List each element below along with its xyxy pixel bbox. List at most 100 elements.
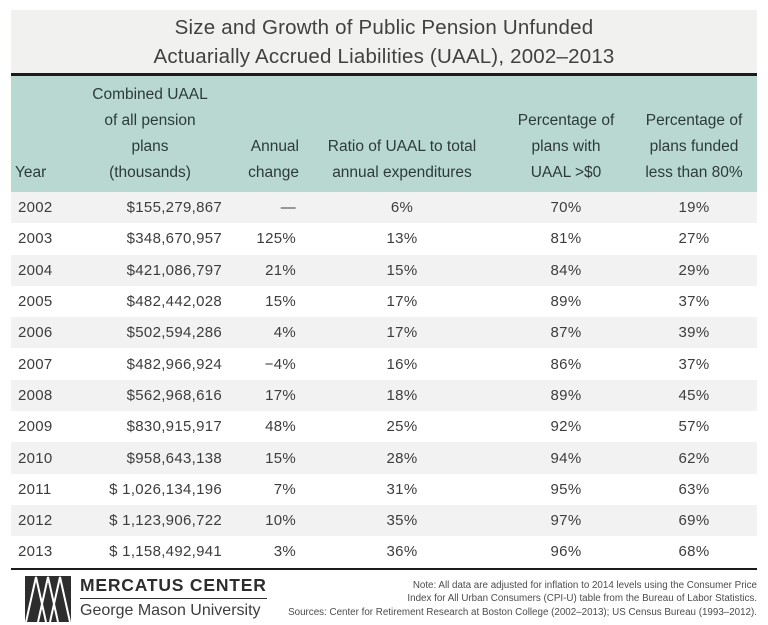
table-cell-ratio: 28% — [386, 449, 418, 467]
table-cell-ratio: 6% — [390, 199, 414, 217]
table-cell-ratio: 17% — [386, 293, 418, 311]
table-cell-combined-uaal: $830,915,917 — [126, 418, 222, 436]
table-cell-combined-uaal: $155,279,867 — [126, 199, 222, 217]
table-cell-pct-uaal-gt0: 70% — [550, 199, 582, 217]
table-cell-year: 2004 — [18, 261, 53, 279]
table-body: 2002 $155,279,867 — 6% 70% 19% 2003 $348,670,95… — [11, 192, 757, 569]
table-row: 2007 $482,966,924 −4% 16% 86% 37% — [11, 348, 757, 380]
table-cell-pct-uaal-gt0: 94% — [550, 449, 582, 467]
table-cell-ratio: 13% — [386, 230, 418, 248]
table-cell-pct-uaal-gt0: 96% — [550, 543, 582, 561]
table-cell-annual-change: 7% — [273, 480, 296, 498]
table-row: 2010 $958,643,138 15% 28% 94% 62% — [11, 442, 757, 474]
table-title: Size and Growth of Public Pension Unfund… — [153, 16, 615, 68]
table-cell-annual-change: 15% — [265, 293, 296, 311]
pension-uaal-table: Year Combined UAAL of all pension plans … — [11, 76, 757, 570]
table-cell-combined-uaal: $348,670,957 — [126, 230, 222, 248]
table-cell-pct-funded-lt80: 45% — [678, 386, 710, 404]
table-header: Year Combined UAAL of all pension plans … — [11, 76, 757, 192]
table-cell-pct-uaal-gt0: 92% — [550, 418, 582, 436]
table-cell-year: 2013 — [18, 543, 53, 561]
page: Size and Growth of Public Pension Unfund… — [11, 0, 757, 622]
table-cell-pct-uaal-gt0: 86% — [550, 355, 582, 373]
table-cell-pct-uaal-gt0: 84% — [550, 261, 582, 279]
table-cell-pct-uaal-gt0: 97% — [550, 512, 582, 530]
table-cell-pct-funded-lt80: 37% — [678, 293, 710, 311]
table-cell-annual-change: 17% — [265, 386, 296, 404]
table-cell-annual-change: 125% — [256, 230, 296, 248]
column-header-annual-change: Annual change — [229, 76, 303, 192]
table-cell-ratio: 16% — [386, 355, 418, 373]
column-header-pct-uaal-gt0: Percentage of plans with UAAL >$0 — [501, 76, 631, 192]
table-row: 2005 $482,442,028 15% 17% 89% 37% — [11, 285, 757, 318]
table-cell-annual-change: −4% — [264, 355, 296, 373]
note-and-sources: Note: All data are adjusted for inflatio… — [288, 579, 757, 618]
table-cell-pct-funded-lt80: 29% — [678, 261, 710, 279]
table-row: 2008 $562,968,616 17% 18% 89% 45% — [11, 379, 757, 412]
table-row: 2013 $ 1,158,492,941 3% 36% 96% 68% — [11, 536, 757, 569]
footer: MERCATUS CENTER George Mason University … — [11, 575, 757, 622]
table-cell-pct-funded-lt80: 19% — [678, 199, 710, 217]
table-cell-annual-change: — — [280, 199, 296, 217]
table-cell-year: 2007 — [18, 355, 53, 373]
table-cell-ratio: 17% — [386, 324, 418, 342]
table-cell-year: 2009 — [18, 418, 53, 436]
table-cell-ratio: 15% — [386, 261, 418, 279]
table-row: 2003 $348,670,957 125% 13% 81% 27% — [11, 223, 757, 255]
table-cell-pct-funded-lt80: 62% — [678, 449, 710, 467]
table-cell-ratio: 31% — [386, 480, 418, 498]
table-row: 2012 $ 1,123,906,722 10% 35% 97% 69% — [11, 504, 757, 537]
table-cell-pct-funded-lt80: 69% — [678, 512, 710, 530]
table-cell-combined-uaal: $482,442,028 — [126, 293, 222, 311]
mercatus-logo-text: MERCATUS CENTER George Mason University — [80, 575, 267, 620]
table-cell-year: 2006 — [18, 324, 53, 342]
column-header-combined-uaal: Combined UAAL of all pension plans (thou… — [71, 76, 229, 192]
logo-org-name: MERCATUS CENTER — [80, 575, 267, 599]
table-cell-ratio: 36% — [386, 543, 418, 561]
table-cell-year: 2012 — [18, 512, 53, 530]
table-cell-combined-uaal: $502,594,286 — [126, 324, 222, 342]
table-row: 2004 $421,086,797 21% 15% 84% 29% — [11, 254, 757, 286]
table-cell-annual-change: 3% — [273, 543, 296, 561]
column-header-pct-funded-lt80: Percentage of plans funded less than 80% — [631, 76, 757, 192]
table-cell-combined-uaal: $ 1,026,134,196 — [109, 480, 222, 498]
table-row: 2009 $830,915,917 48% 25% 92% 57% — [11, 411, 757, 443]
table-cell-pct-uaal-gt0: 95% — [550, 480, 582, 498]
logo-university-name: George Mason University — [80, 601, 261, 619]
table-cell-pct-uaal-gt0: 89% — [550, 293, 582, 311]
table-cell-ratio: 35% — [386, 512, 418, 530]
table-cell-combined-uaal: $562,968,616 — [126, 386, 222, 404]
table-cell-pct-funded-lt80: 27% — [678, 230, 710, 248]
table-cell-combined-uaal: $421,086,797 — [126, 261, 222, 279]
column-header-ratio: Ratio of UAAL to total annual expenditur… — [303, 76, 501, 192]
table-cell-year: 2008 — [18, 386, 53, 404]
table-cell-combined-uaal: $958,643,138 — [126, 449, 222, 467]
mercatus-logo-icon — [25, 575, 71, 622]
mercatus-logo: MERCATUS CENTER George Mason University — [11, 575, 267, 622]
table-cell-annual-change: 48% — [265, 418, 296, 436]
table-cell-year: 2010 — [18, 449, 53, 467]
table-title-box: Size and Growth of Public Pension Unfund… — [11, 10, 757, 76]
table-cell-year: 2011 — [18, 480, 52, 498]
table-cell-ratio: 18% — [386, 386, 418, 404]
table-cell-pct-funded-lt80: 68% — [678, 543, 710, 561]
table-cell-annual-change: 15% — [265, 449, 296, 467]
table-cell-year: 2003 — [18, 230, 53, 248]
column-header-year: Year — [11, 76, 71, 192]
table-row: 2006 $502,594,286 4% 17% 87% 39% — [11, 317, 757, 349]
table-cell-pct-uaal-gt0: 87% — [550, 324, 582, 342]
table-row: 2011 $ 1,026,134,196 7% 31% 95% 63% — [11, 473, 757, 505]
table-cell-pct-uaal-gt0: 89% — [550, 386, 582, 404]
table-cell-pct-funded-lt80: 37% — [678, 355, 710, 373]
table-cell-year: 2002 — [18, 199, 53, 217]
table-cell-pct-funded-lt80: 57% — [678, 418, 710, 436]
table-cell-pct-uaal-gt0: 81% — [550, 230, 582, 248]
table-cell-annual-change: 21% — [265, 261, 296, 279]
table-cell-year: 2005 — [18, 293, 53, 311]
table-cell-combined-uaal: $482,966,924 — [126, 355, 222, 373]
table-cell-annual-change: 10% — [265, 512, 296, 530]
table-cell-pct-funded-lt80: 39% — [678, 324, 710, 342]
table-row: 2002 $155,279,867 — 6% 70% 19% — [11, 192, 757, 224]
table-cell-annual-change: 4% — [273, 324, 296, 342]
table-cell-combined-uaal: $ 1,123,906,722 — [109, 512, 222, 530]
